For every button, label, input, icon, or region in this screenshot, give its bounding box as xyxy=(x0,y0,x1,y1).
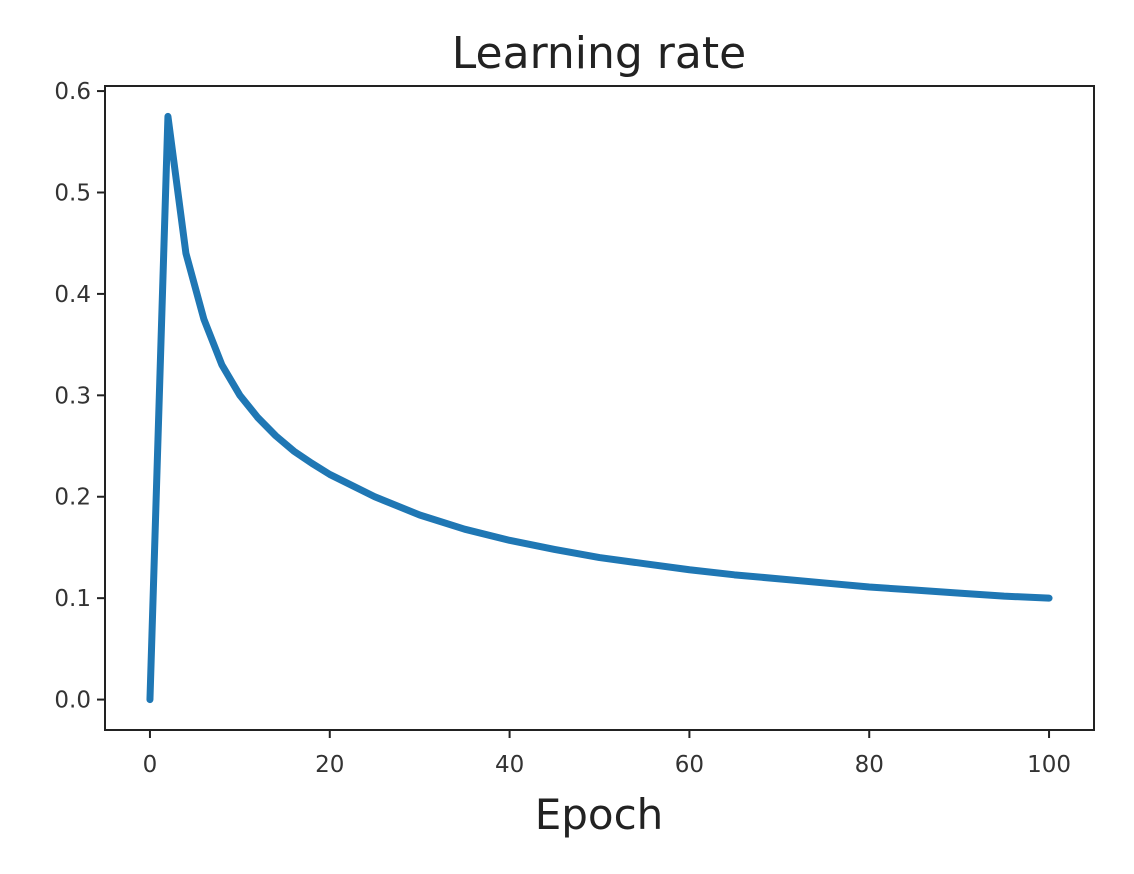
y-tick-label: 0.2 xyxy=(54,485,91,511)
y-axis: 0.0 0.1 0.2 0.3 0.4 0.5 0.6 xyxy=(54,79,105,714)
x-tick-label: 100 xyxy=(1027,752,1071,778)
x-tick-label: 40 xyxy=(495,752,524,778)
y-tick-label: 0.5 xyxy=(54,180,91,206)
x-axis: 0 20 40 60 80 100 xyxy=(143,730,1071,778)
plot-area xyxy=(146,112,1053,704)
y-tick-label: 0.1 xyxy=(54,586,91,612)
chart-title: Learning rate xyxy=(452,28,746,79)
y-tick-label: 0.4 xyxy=(54,282,91,308)
x-tick-label: 80 xyxy=(855,752,884,778)
x-tick-label: 0 xyxy=(143,752,158,778)
y-tick-label: 0.3 xyxy=(54,383,91,409)
x-axis-label: Epoch xyxy=(535,790,664,839)
x-tick-label: 20 xyxy=(315,752,344,778)
y-tick-label: 0.0 xyxy=(54,688,91,714)
axes-frame xyxy=(104,85,1095,731)
learning-rate-line xyxy=(146,112,1053,704)
y-tick-label: 0.6 xyxy=(54,79,91,105)
x-tick-label: 60 xyxy=(675,752,704,778)
